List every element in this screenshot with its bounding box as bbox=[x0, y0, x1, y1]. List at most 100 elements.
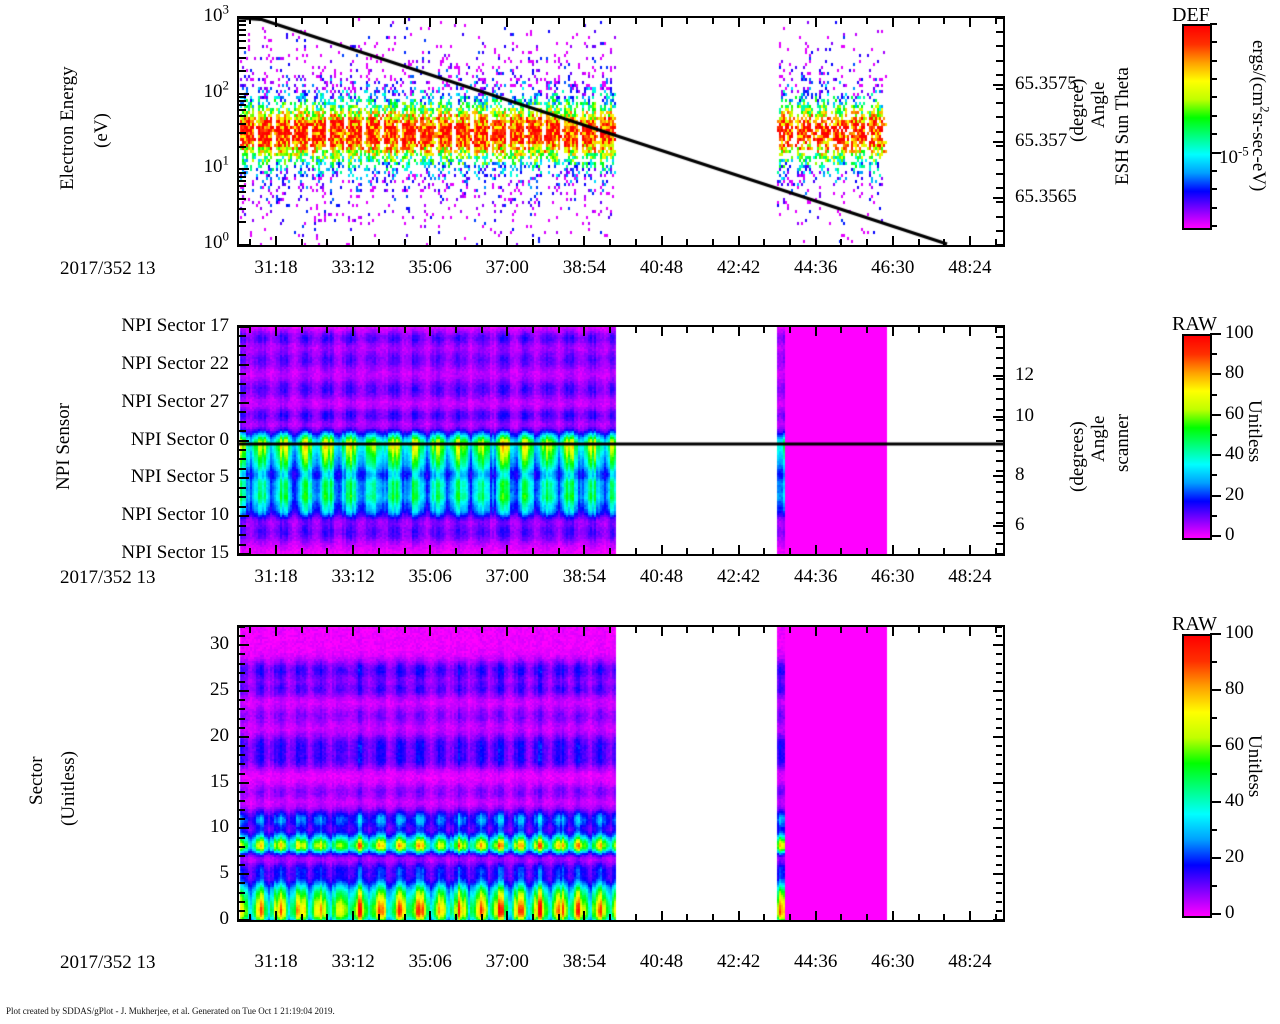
xtick-top-p2-3-0 bbox=[506, 327, 509, 336]
panel3-ytick-minor-11 bbox=[239, 818, 245, 821]
panel1-right-minor-15 bbox=[996, 229, 1003, 232]
panel3-right-tick-13 bbox=[996, 799, 1002, 802]
panel3-ytick-minor-8 bbox=[239, 845, 245, 848]
panel3-right-tick-29 bbox=[996, 653, 1002, 656]
xtick-top-p2--1-2 bbox=[249, 327, 252, 333]
xtick-top-p3-3-2 bbox=[557, 627, 560, 633]
panel2-colorbar-tick-label-4: 20 bbox=[1225, 483, 1244, 505]
panel1-colorbar-tick-5 bbox=[1210, 114, 1217, 117]
panel2-right-minor-13 bbox=[996, 460, 1003, 463]
panel1-colorbar-unit: ergs/(cm2sr-sec-eV) bbox=[1248, 40, 1272, 191]
panel1-ytick-major-0 bbox=[239, 244, 249, 246]
panel3-ytick-minor-19 bbox=[239, 745, 245, 748]
xtick-p3-3-2 bbox=[557, 914, 560, 920]
panel3-xtick-label-9: 48:24 bbox=[948, 951, 992, 972]
xtick-p3-1-1 bbox=[377, 914, 380, 920]
xtick-top-p1-8-0 bbox=[891, 18, 894, 27]
xtick-p2-0-2 bbox=[326, 548, 329, 554]
panel2-right-label-line2: Angle bbox=[1088, 415, 1109, 462]
xtick-p3-5-0 bbox=[660, 911, 663, 920]
panel3-right-tick-20 bbox=[993, 735, 1003, 738]
panel1-ytick-minor-0-2 bbox=[239, 221, 246, 224]
panel2-right-tick-3 bbox=[993, 524, 1003, 527]
xtick-top-p2-3-1 bbox=[532, 327, 534, 333]
panel1-ytick-minor-1-2 bbox=[239, 145, 246, 148]
panel3-ylabel-line1: Sector bbox=[26, 756, 47, 805]
xtick-p2-8-0 bbox=[891, 545, 894, 554]
panel1-right-tick-1 bbox=[993, 140, 1003, 143]
panel2-ytick-minor-15 bbox=[239, 467, 246, 470]
panel1-ytick-minor-1-3 bbox=[239, 132, 246, 135]
panel2-ytick-minor-21 bbox=[239, 524, 246, 527]
panel1-colorbar-tick-3 bbox=[1210, 78, 1217, 81]
panel3-ytick-minor-31 bbox=[239, 635, 245, 638]
panel1-ytick-minor-2-9 bbox=[239, 20, 246, 23]
panel1-colorbar-tick-11 bbox=[1210, 225, 1217, 227]
panel1-xtick-label-4: 38:54 bbox=[562, 257, 607, 278]
panel2-colorbar-minor-2 bbox=[1210, 373, 1217, 376]
xtick-top-p2-2-2 bbox=[480, 327, 483, 333]
panel2-xtick-label-3: 37:00 bbox=[485, 566, 529, 587]
panel3-xtick-label-1: 33:12 bbox=[331, 951, 375, 972]
panel-npi-sensor bbox=[237, 325, 1005, 556]
panel2-colorbar-minor-3 bbox=[1210, 393, 1217, 396]
panel2-ytick-minor-5 bbox=[239, 373, 246, 376]
xtick-top-p3-5-2 bbox=[711, 627, 714, 633]
xtick-p2-7-1 bbox=[840, 548, 843, 554]
panel2-right-tick-0 bbox=[993, 374, 1003, 377]
panel2-colorbar-tick-label-3: 40 bbox=[1225, 443, 1244, 465]
panel3-xtick-label-4: 38:54 bbox=[562, 951, 607, 972]
xtick-top-p3-2-2 bbox=[480, 627, 483, 633]
panel3-xtick-label-3: 37:00 bbox=[485, 951, 529, 972]
xtick-p2-9-0 bbox=[968, 545, 971, 554]
xtick-top-p1-0-1 bbox=[300, 18, 303, 24]
panel3-colorbar-minor-2 bbox=[1210, 689, 1217, 691]
panel3-right-tick-24 bbox=[996, 699, 1002, 702]
panel1-right-minor-3 bbox=[996, 59, 1003, 62]
panel1-colorbar-tick-8 bbox=[1210, 169, 1217, 172]
xtick-p1-4-2 bbox=[634, 239, 637, 245]
panel2-right-minor-2 bbox=[996, 346, 1003, 349]
panel2-colorbar-minor-8 bbox=[1210, 494, 1217, 497]
panel3-right-tick-4 bbox=[996, 882, 1002, 885]
xtick-p2-7-2 bbox=[866, 548, 869, 554]
xtick-top-p1-3-2 bbox=[557, 18, 560, 24]
xtick-top-p1-6-2 bbox=[789, 18, 791, 24]
xtick-p3-1-2 bbox=[403, 914, 406, 920]
panel1-xtick-label-1: 33:12 bbox=[331, 257, 375, 278]
panel3-right-tick-16 bbox=[996, 772, 1002, 775]
xtick-p1-2-0 bbox=[429, 236, 432, 245]
xtick-top-p2-1-1 bbox=[377, 327, 380, 333]
panel3-ytick-minor-17 bbox=[239, 763, 245, 766]
panel2-xtick-label-2: 35:06 bbox=[408, 566, 452, 587]
panel1-right-minor-6 bbox=[996, 102, 1003, 105]
xtick-top-p3-2-0 bbox=[429, 627, 432, 636]
panel2-right-minor-6 bbox=[996, 387, 1003, 390]
panel3-colorbar-minor-5 bbox=[1210, 773, 1217, 775]
xtick-top-p2-9-1 bbox=[994, 327, 997, 333]
xtick-p1-0-1 bbox=[300, 239, 303, 245]
panel2-ytick-minor-2 bbox=[239, 344, 246, 347]
xtick-top-p1-7-2 bbox=[866, 18, 869, 24]
xtick-top-p1-0-2 bbox=[326, 18, 329, 24]
xtick-p3-2-1 bbox=[454, 914, 457, 920]
panel1-colorbar-tick-1 bbox=[1210, 41, 1217, 44]
panel1-right-minor-7 bbox=[996, 116, 1003, 119]
xtick-p3-7-0 bbox=[814, 911, 817, 920]
xtick-top-p3-6-0 bbox=[737, 627, 740, 636]
panel2-right-minor-11 bbox=[996, 439, 1003, 442]
xtick-top-p2-0-0 bbox=[275, 327, 277, 336]
panel3-ytick-minor-13 bbox=[239, 799, 245, 802]
panel3-colorbar-minor-9 bbox=[1210, 885, 1217, 887]
panel1-ytick-minor-1-7 bbox=[239, 104, 246, 107]
panel2-ytick-minor-13 bbox=[239, 448, 246, 451]
panel2-ytick-minor-3 bbox=[239, 354, 246, 357]
panel1-ytick-minor-0-9 bbox=[239, 171, 246, 174]
panel3-ytick-minor-28 bbox=[239, 662, 245, 665]
panel1-xtick-label-8: 46:30 bbox=[871, 257, 915, 278]
xtick-top-p2-2-1 bbox=[454, 327, 457, 333]
xtick-top-p3-9-1 bbox=[994, 627, 997, 633]
xtick-p1-1-0 bbox=[352, 236, 355, 245]
xtick-top-p2-4-2 bbox=[634, 327, 637, 333]
xtick-p2-5-0 bbox=[660, 545, 663, 554]
